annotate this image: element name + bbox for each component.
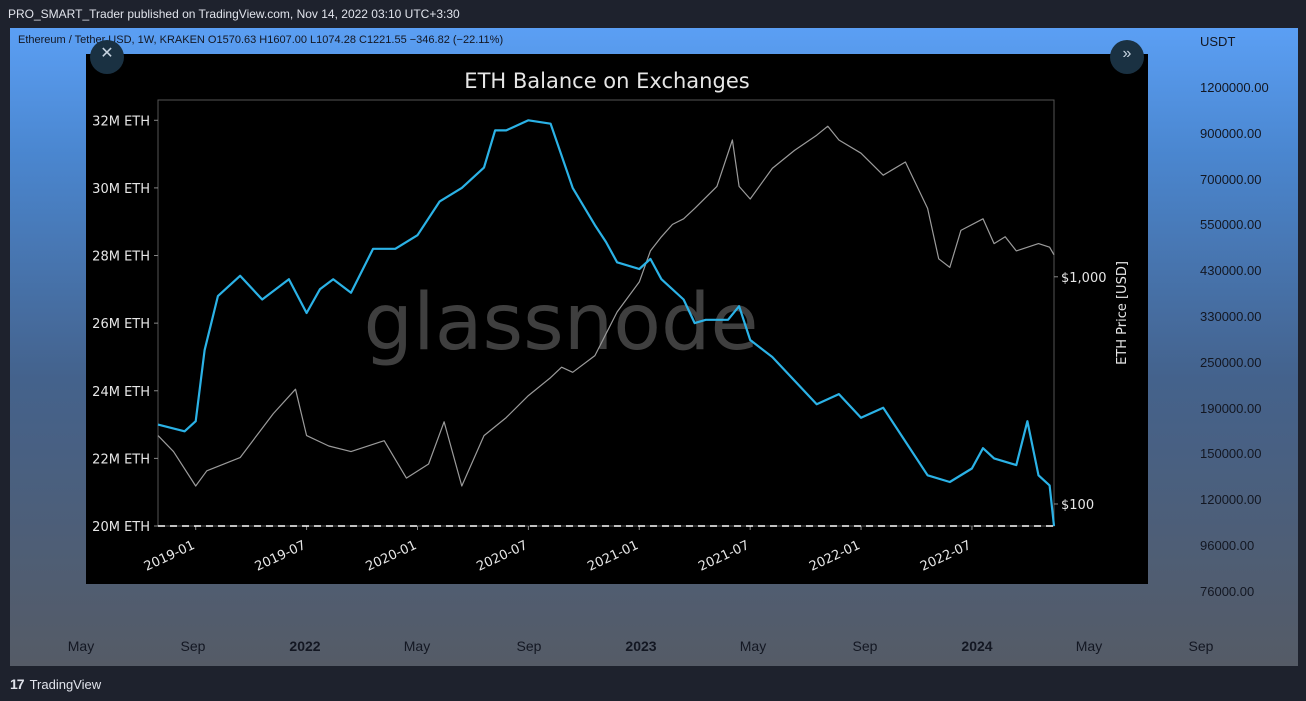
time-axis-label: 2023 [625,638,657,654]
price-axis-label: 150000.00 [1200,446,1262,462]
eth-price-series-line [157,125,1055,487]
y-left-tick-label: 32M ETH [92,114,150,129]
close-icon[interactable]: ✕ [90,40,124,74]
tradingview-logo-icon: 17 [10,676,25,692]
time-axis-label: May [739,638,767,654]
x-tick-label: 2020-01 [364,538,420,575]
embedded-chart-image: ✕ » ETH Balance on Exchanges glassnode 3… [86,40,1148,584]
price-axis-label: 76000.00 [1200,583,1255,599]
watermark: glassnode [364,278,759,368]
price-axis-label: 250000.00 [1200,354,1262,370]
brand-name: TradingView [29,676,102,692]
y-left-tick-label: 28M ETH [92,250,150,265]
x-tick-label: 2019-07 [253,538,309,575]
price-axis-label: 190000.00 [1200,400,1262,416]
price-axis-label: 96000.00 [1200,538,1255,553]
double-chevron-icon[interactable]: » [1110,40,1144,74]
y-left-tick-label: 22M ETH [92,452,150,467]
time-axis-label: May [1075,638,1103,654]
symbol-info: Ethereum / Tether USD, 1W, KRAKEN O1570.… [18,34,504,46]
time-axis-label: 2022 [289,638,321,654]
chart-title: ETH Balance on Exchanges [464,69,749,93]
chart-frame[interactable]: Ethereum / Tether USD, 1W, KRAKEN O1570.… [10,28,1298,666]
x-tick-label: 2021-01 [585,538,641,575]
price-axis-label: 700000.00 [1200,171,1262,187]
y-left-tick-label: 20M ETH [92,520,150,535]
x-tick-label: 2021-07 [696,538,752,575]
y-left-tick-label: 26M ETH [92,317,150,332]
right-axis-label: ETH Price [USD] [1115,261,1130,365]
time-axis-label: Sep [852,638,878,654]
price-axis-unit: USDT [1200,34,1236,49]
time-axis-label: May [67,638,95,654]
y-right-tick-label: $100 [1061,498,1094,513]
time-axis-label: Sep [516,638,542,654]
x-tick-label: 2022-07 [918,538,974,575]
price-axis-label: 330000.00 [1200,309,1262,324]
time-axis-label: 2024 [961,638,993,654]
price-axis-label: 430000.00 [1200,263,1262,279]
y-right-tick-label: $1,000 [1061,271,1107,286]
price-axis-label: 1200000.00 [1200,80,1269,95]
publish-header: PRO_SMART_Trader published on TradingVie… [0,0,1306,28]
y-left-tick-label: 30M ETH [92,182,150,197]
y-left-tick-label: 24M ETH [92,385,150,400]
x-tick-label: 2022-01 [807,538,863,575]
time-axis-label: Sep [1188,638,1214,654]
price-axis-label: 120000.00 [1200,492,1262,508]
eth-balance-chart: ETH Balance on Exchanges glassnode 32M E… [92,69,1130,575]
x-tick-label: 2020-07 [474,538,530,575]
price-axis-label: 550000.00 [1200,217,1262,233]
eth-balance-series-line [157,119,1056,527]
x-tick-label: 2019-01 [142,538,198,575]
price-axis-label: 900000.00 [1200,125,1262,141]
time-axis-label: Sep [180,638,206,654]
time-axis-label: May [403,638,431,654]
publish-line: PRO_SMART_Trader published on TradingVie… [8,7,460,21]
footer: 17 TradingView [10,675,101,693]
